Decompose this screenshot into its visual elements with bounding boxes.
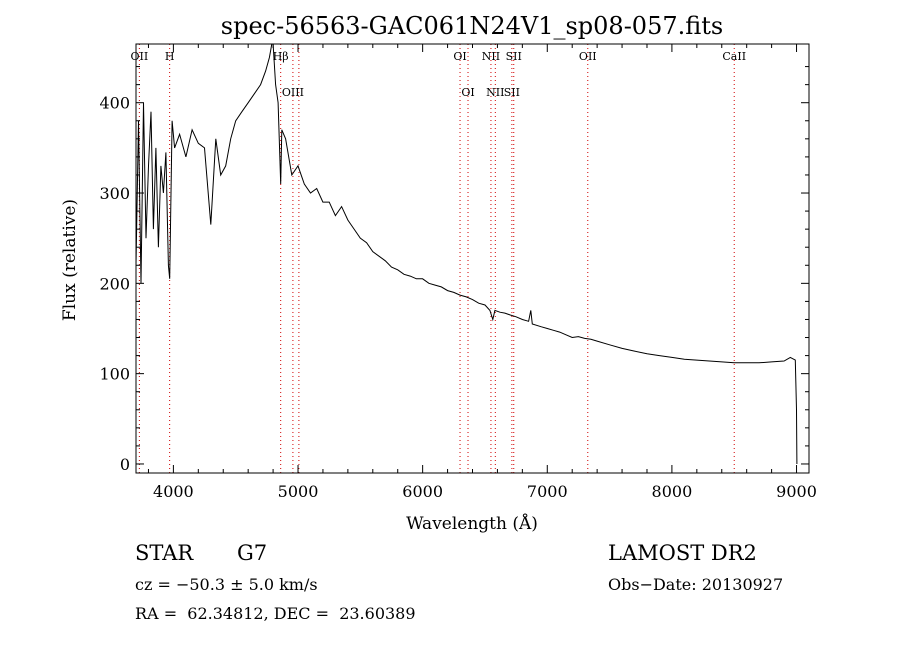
emission-line-label: OII [131,50,149,63]
object-type: STAR [135,541,194,565]
sky-coordinates: RA = 62.34812, DEC = 23.60389 [135,604,416,623]
y-tick-label: 0 [120,455,130,474]
emission-line-label: SII [504,86,520,99]
emission-line-markers [138,44,735,473]
x-tick-label: 5000 [278,482,319,501]
emission-line-label: Hβ [273,50,289,63]
observation-date: Obs−Date: 20130927 [608,575,784,594]
x-axis-label: Wavelength (Å) [406,513,538,534]
y-tick-label: 100 [99,365,130,384]
x-tick-label: 7000 [527,482,568,501]
emission-line-label: OII [579,50,597,63]
spectral-subclass: G7 [237,541,268,565]
emission-line-label: SII [506,50,522,63]
y-tick-label: 300 [99,184,130,203]
emission-line-label: NII [486,86,504,99]
redshift-velocity: cz = −50.3 ± 5.0 km/s [135,575,318,594]
x-tick-label: 4000 [153,482,194,501]
survey-name: LAMOST DR2 [608,541,757,565]
x-axis: 4000 5000 6000 7000 8000 9000 [147,44,817,501]
y-axis: 0 100 200 300 400 [99,66,809,474]
x-tick-label: 6000 [402,482,443,501]
emission-line-label: NII [482,50,500,63]
plot-frame [135,43,810,474]
y-tick-label: 400 [99,94,130,113]
x-tick-label: 9000 [776,482,817,501]
emission-line-label: H [165,50,175,63]
spectrum-series-line [135,43,798,465]
x-tick-label: 8000 [652,482,693,501]
emission-line-label: OI [453,50,466,63]
emission-line-label: OIII [282,86,304,99]
y-axis-label: Flux (relative) [60,199,80,321]
emission-line-label: OI [461,86,474,99]
chart-title: spec-56563-GAC061N24V1_sp08-057.fits [221,12,723,40]
y-tick-label: 200 [99,274,130,293]
emission-line-label: CaII [722,50,746,63]
